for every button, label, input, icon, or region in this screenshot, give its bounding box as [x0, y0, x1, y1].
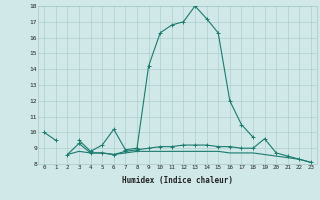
X-axis label: Humidex (Indice chaleur): Humidex (Indice chaleur)	[122, 176, 233, 185]
